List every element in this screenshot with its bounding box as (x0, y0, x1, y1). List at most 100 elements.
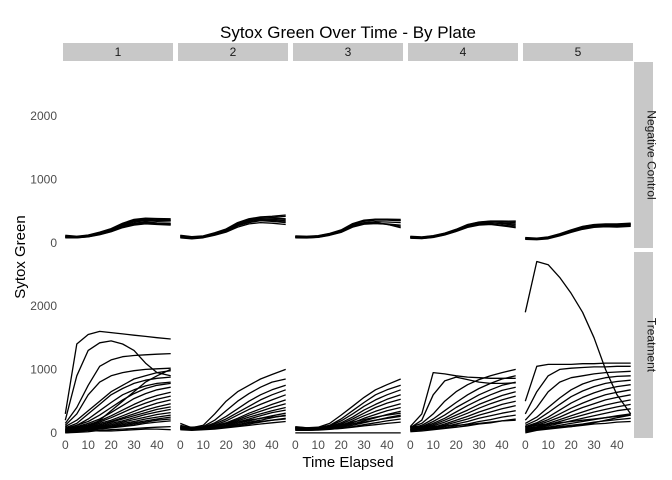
y-tick-label: 2000 (30, 109, 57, 123)
series-line (64, 330, 171, 415)
x-tick-label: 30 (242, 438, 256, 452)
series-line (524, 370, 631, 421)
panel-plate-5-treatment (524, 260, 632, 434)
x-tick-label: 40 (610, 438, 624, 452)
series-line (525, 414, 631, 434)
series-line (525, 379, 631, 426)
series-line (295, 412, 401, 429)
panel-plate-3-treatment (295, 378, 401, 434)
panel-plate-2-negative-control (180, 214, 286, 240)
panel-plate-4-treatment (409, 368, 516, 433)
series-line (65, 222, 171, 239)
series-line (64, 370, 171, 428)
series-line (410, 375, 516, 430)
y-axis-ticks: 0 1000 2000 0 1000 2000 (30, 109, 57, 440)
series-line (65, 399, 171, 431)
series-line (65, 368, 171, 434)
series-line (295, 222, 401, 239)
series-line (64, 340, 171, 421)
strip-label-plate-1: 1 (115, 45, 122, 59)
series-line (180, 368, 286, 429)
facet-panels (64, 214, 632, 434)
x-tick-label: 40 (495, 438, 509, 452)
panel-plate-5-negative-control (525, 222, 631, 241)
x-tick-label: 10 (542, 438, 556, 452)
series-line (525, 384, 631, 428)
series-line (65, 382, 171, 430)
strip-negative-control (634, 62, 653, 248)
series-line (524, 375, 631, 424)
y-axis-title: Sytox Green (12, 215, 29, 298)
series-line (525, 408, 631, 431)
series-line (524, 362, 631, 402)
x-tick-label: 30 (472, 438, 486, 452)
x-tick-label: 0 (177, 438, 184, 452)
x-tick-label: 0 (522, 438, 529, 452)
series-line (295, 421, 401, 431)
series-line (524, 365, 631, 415)
y-tick-label: 1000 (30, 362, 57, 376)
series-line (295, 218, 401, 238)
x-tick-label: 0 (62, 438, 69, 452)
series-line (409, 376, 516, 429)
strip-label-plate-3: 3 (345, 45, 352, 59)
strip-treatment (634, 252, 653, 438)
strip-plate-2 (178, 43, 288, 61)
series-line (410, 220, 516, 238)
strip-label-plate-2: 2 (230, 45, 237, 59)
panel-plate-1-negative-control (65, 217, 171, 239)
series-line (65, 381, 171, 430)
x-tick-label: 30 (587, 438, 601, 452)
series-line (295, 415, 401, 430)
series-line (64, 367, 171, 426)
series-line (410, 223, 516, 240)
series-line (65, 425, 171, 432)
x-tick-label: 0 (292, 438, 299, 452)
strip-plate-5 (523, 43, 633, 61)
series-line (525, 225, 631, 241)
x-tick-label: 10 (312, 438, 326, 452)
series-line (64, 352, 171, 424)
facet-strips: 1 2 3 4 5 Negative Control Treatment (63, 43, 659, 438)
strip-plate-1 (63, 43, 173, 61)
x-axis-title: Time Elapsed (302, 454, 393, 471)
x-tick-label: 20 (564, 438, 578, 452)
x-tick-label: 40 (265, 438, 279, 452)
series-line (65, 386, 171, 431)
series-line (525, 403, 631, 430)
series-line (410, 368, 516, 428)
y-tick-label: 1000 (30, 172, 57, 186)
x-tick-label: 20 (449, 438, 463, 452)
series-line (180, 418, 286, 430)
strip-plate-4 (408, 43, 518, 61)
strip-label-plate-4: 4 (460, 45, 467, 59)
chart-title: Sytox Green Over Time - By Plate (220, 23, 476, 42)
strip-label-plate-5: 5 (575, 45, 582, 59)
x-axis-ticks: 0 10 20 30 40 0 10 20 30 40 0 10 20 30 40 0 10 20 30 40 0 10 2… (62, 438, 624, 452)
series-line (180, 221, 286, 240)
series-line (180, 420, 286, 432)
series-line (65, 420, 171, 434)
x-tick-label: 30 (357, 438, 371, 452)
y-tick-label: 0 (50, 426, 57, 440)
series-line (65, 425, 171, 434)
x-tick-label: 20 (334, 438, 348, 452)
series-line (410, 381, 516, 430)
series-line (180, 217, 286, 238)
y-tick-label: 0 (50, 236, 57, 250)
series-line (410, 419, 516, 428)
panel-plate-3-negative-control (295, 218, 401, 239)
series-line (180, 415, 286, 428)
strip-label-treatment: Treatment (645, 318, 659, 373)
series-line (180, 219, 286, 239)
panel-plate-1-treatment (64, 330, 171, 434)
x-tick-label: 40 (380, 438, 394, 452)
series-line (409, 371, 516, 428)
series-line (65, 219, 171, 238)
x-tick-label: 10 (427, 438, 441, 452)
y-tick-label: 2000 (30, 299, 57, 313)
strip-label-negative-control: Negative Control (645, 110, 659, 199)
x-tick-label: 40 (150, 438, 164, 452)
x-tick-label: 20 (104, 438, 118, 452)
